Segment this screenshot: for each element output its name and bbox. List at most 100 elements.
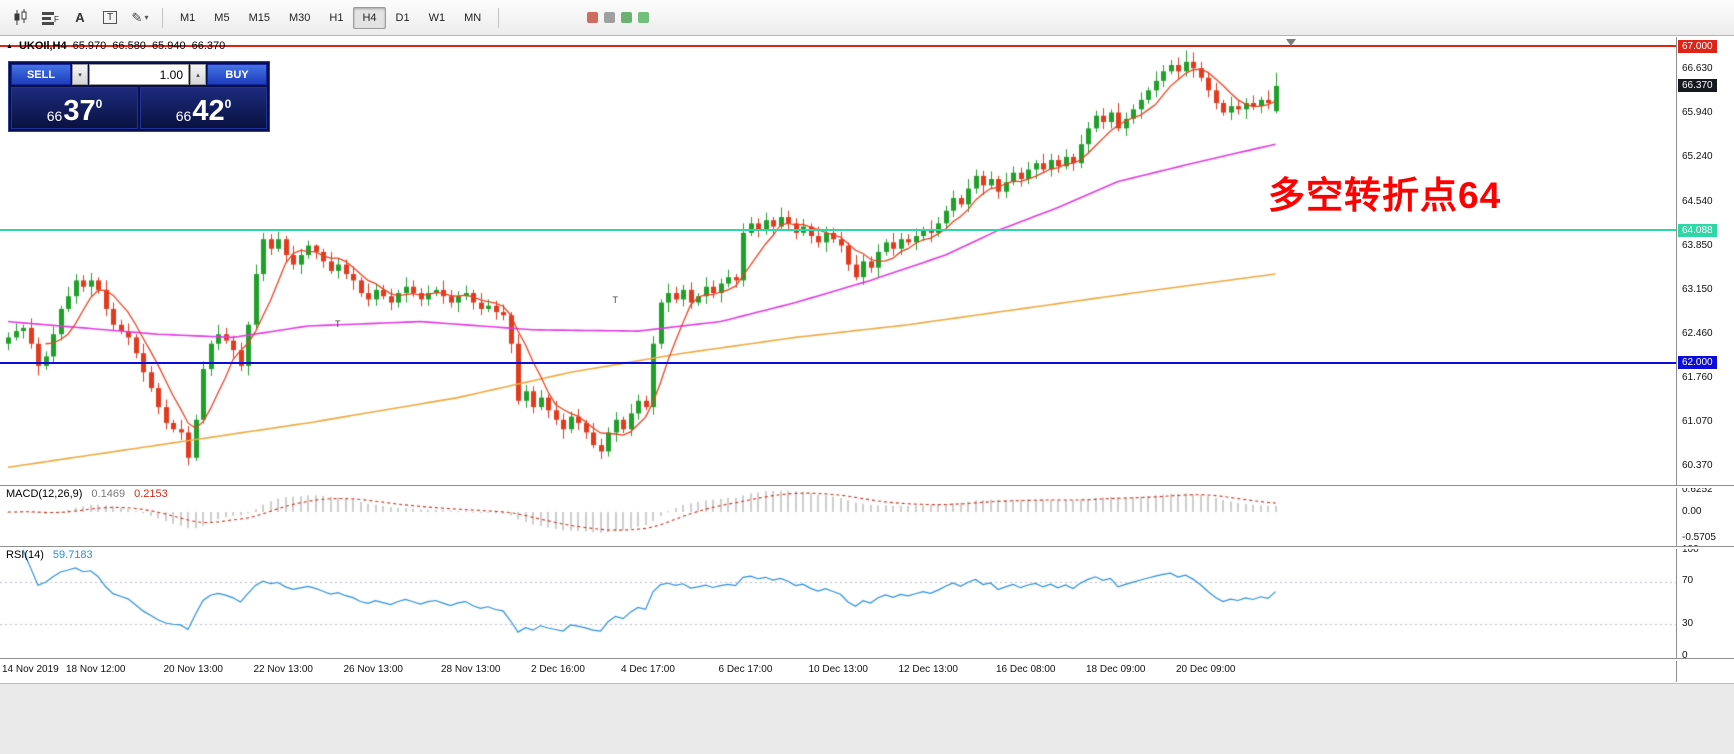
timeframe-button-w1[interactable]: W1 (420, 7, 455, 29)
chevron-down-icon: ▾ (144, 13, 149, 22)
time-label: 6 Dec 17:00 (718, 664, 773, 675)
buy-price-display[interactable]: 66 42 0 (140, 87, 267, 129)
rsi-timeaxis-separator (0, 658, 1734, 661)
price-badge-64.088: 64.088 (1678, 223, 1717, 237)
timeframe-button-m30[interactable]: M30 (280, 7, 319, 29)
buy-price-pips: 42 (192, 95, 225, 128)
time-label: 26 Nov 13:00 (343, 664, 404, 675)
price-tick-64.540: 64.540 (1682, 195, 1713, 207)
time-label: 4 Dec 17:00 (621, 664, 675, 675)
toolbar-misc-icon-1[interactable] (587, 12, 599, 23)
template-tool-button[interactable]: T (96, 5, 124, 31)
level-line-62.000[interactable] (0, 361, 1676, 364)
buy-price-int: 66 (175, 107, 192, 124)
volume-increase-button[interactable]: ▴ (190, 64, 206, 85)
timeframe-button-d1[interactable]: D1 (387, 7, 419, 29)
chart-object-marker[interactable]: T (612, 295, 619, 306)
price-tick-63.850: 63.850 (1682, 239, 1713, 251)
candlestick-chart-button[interactable] (6, 5, 34, 31)
timeframe-button-m1[interactable]: M1 (171, 7, 204, 29)
toolbar-misc-icon-2[interactable] (604, 12, 616, 23)
sell-price-int: 66 (46, 107, 63, 124)
buy-price-point: 0 (224, 97, 232, 111)
low-value: 65.940 (151, 40, 186, 52)
price-tick-61.070: 61.070 (1682, 415, 1713, 427)
price-tick-66.630: 66.630 (1682, 63, 1713, 75)
draw-tool-button[interactable]: ✎ ▾ (126, 5, 154, 31)
toolbar-separator (162, 7, 163, 28)
price-badge-62.000: 62.000 (1678, 356, 1717, 370)
chart-header: ▲ UKOIl,H4 65.970 66.580 65.940 66.370 (6, 40, 225, 52)
price-badge-67.000: 67.000 (1678, 39, 1717, 53)
time-label: 12 Dec 13:00 (898, 664, 959, 675)
chart-shift-marker[interactable] (1286, 39, 1296, 46)
price-tick-60.370: 60.370 (1682, 460, 1713, 471)
rsi-scale-70: 70 (1682, 575, 1694, 586)
text-tool-button[interactable]: A (66, 5, 94, 31)
top-toolbar: F A T ✎ ▾ M1 M5 M15 M30 H1 H4 D1 W1 MN (0, 0, 1734, 36)
time-label: 28 Nov 13:00 (441, 664, 501, 675)
close-value: 66.370 (191, 40, 226, 52)
chart-expand-icon[interactable]: ▲ (6, 42, 13, 50)
price-axis[interactable]: 66.630 65.940 65.240 64.540 63.850 63.150 62.4… (1676, 37, 1734, 682)
sell-price-point: 0 (95, 97, 103, 111)
rsi-scale-100: 100 (1682, 544, 1699, 555)
macd-signal-value: 0.2153 (134, 488, 168, 500)
macd-scale-0.6252: 0.6252 (1682, 484, 1713, 495)
symbol-label: UKOIl,H4 (18, 40, 67, 52)
toolbar-separator (498, 7, 500, 28)
time-label: 16 Dec 08:00 (996, 664, 1056, 675)
rsi-scale-0: 0 (1682, 650, 1688, 661)
text-tool-icon: A (75, 10, 85, 25)
toolbar-misc-icon-3[interactable] (621, 12, 633, 23)
volume-decrease-button[interactable]: ▾ (72, 64, 88, 85)
buy-button[interactable]: BUY (207, 64, 267, 85)
macd-label: MACD(12,26,9) 0.1469 0.2153 (6, 488, 168, 500)
price-tick-63.150: 63.150 (1682, 283, 1713, 295)
timeframe-button-h1[interactable]: H1 (320, 7, 352, 29)
open-value: 65.970 (72, 40, 107, 52)
price-tick-65.240: 65.240 (1682, 151, 1713, 163)
sell-price-pips: 37 (63, 95, 96, 128)
indicators-button[interactable]: F (36, 5, 64, 31)
timeframe-button-m5[interactable]: M5 (205, 7, 238, 29)
chart-macd-separator[interactable] (0, 485, 1734, 488)
macd-main-value: 0.1469 (91, 488, 126, 500)
chart-annotation-text: 多空转折点64 (1268, 175, 1502, 216)
timeframe-button-h4[interactable]: H4 (353, 6, 386, 29)
timeframe-button-m15[interactable]: M15 (240, 7, 279, 29)
macd-scale--0.5705: -0.5705 (1682, 532, 1716, 543)
rsi-value: 59.7183 (52, 549, 93, 561)
time-label: 18 Nov 12:00 (66, 664, 126, 675)
time-label: 14 Nov 2019 (2, 664, 59, 675)
time-label: 18 Dec 09:00 (1086, 664, 1146, 675)
level-line-67.000[interactable] (0, 45, 1676, 47)
sell-button[interactable]: SELL (11, 64, 71, 85)
toolbar-misc-icon-4[interactable] (638, 12, 650, 23)
price-chart-canvas[interactable] (0, 37, 1676, 682)
macd-rsi-separator[interactable] (0, 546, 1734, 549)
chart-object-marker[interactable]: T (335, 319, 341, 330)
timeframe-button-mn[interactable]: MN (455, 7, 490, 29)
svg-text:F: F (54, 15, 59, 24)
price-tick-62.460: 62.460 (1682, 327, 1713, 339)
status-bar-area (0, 683, 1734, 754)
macd-name: MACD(12,26,9) (6, 488, 83, 500)
rsi-label: RSI(14) 59.7183 (6, 549, 93, 561)
chart-area[interactable]: ▲ UKOIl,H4 65.970 66.580 65.940 66.370 S… (0, 37, 1676, 682)
time-label: 2 Dec 16:00 (531, 664, 585, 675)
time-label: 20 Nov 13:00 (163, 664, 224, 675)
time-label: 22 Nov 13:00 (253, 664, 314, 675)
macd-scale-0.00: 0.00 (1682, 506, 1702, 517)
toolbar-misc-group (581, 12, 650, 23)
timeframe-group: M1 M5 M15 M30 H1 H4 D1 W1 MN (171, 6, 490, 29)
volume-input[interactable] (89, 64, 189, 85)
pencil-icon: ✎ (131, 9, 143, 25)
price-tick-61.760: 61.760 (1682, 371, 1713, 383)
level-line-64.088[interactable] (0, 229, 1676, 232)
candlestick-chart-icon (12, 9, 29, 26)
high-value: 66.580 (112, 40, 146, 52)
template-tool-icon: T (102, 11, 118, 24)
sell-price-display[interactable]: 66 37 0 (11, 87, 138, 129)
